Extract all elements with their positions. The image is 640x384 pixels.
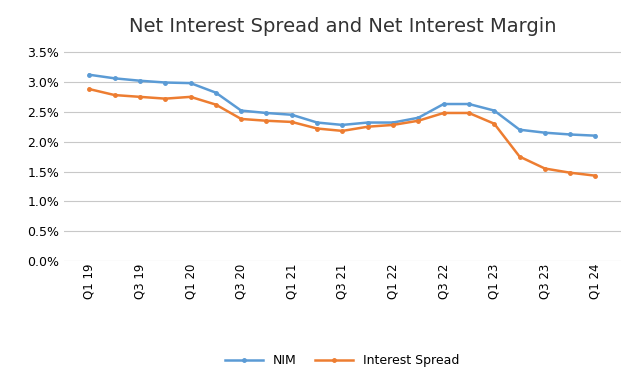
NIM xyxy=(364,120,372,125)
Interest Spread xyxy=(111,93,118,98)
Interest Spread xyxy=(566,170,574,175)
NIM xyxy=(541,131,548,135)
Interest Spread xyxy=(237,117,245,121)
NIM xyxy=(262,111,270,115)
NIM xyxy=(161,80,169,85)
Interest Spread xyxy=(187,94,195,99)
NIM xyxy=(591,133,599,138)
Interest Spread xyxy=(86,87,93,91)
NIM xyxy=(288,113,296,117)
Line: Interest Spread: Interest Spread xyxy=(88,87,597,177)
NIM xyxy=(465,102,473,106)
NIM xyxy=(440,102,447,106)
Interest Spread xyxy=(516,154,524,159)
NIM xyxy=(490,108,498,113)
Interest Spread xyxy=(415,118,422,123)
NIM xyxy=(212,90,220,95)
Interest Spread xyxy=(465,111,473,115)
Line: NIM: NIM xyxy=(88,73,597,137)
Interest Spread xyxy=(339,129,346,133)
Interest Spread xyxy=(490,121,498,126)
NIM xyxy=(566,132,574,137)
NIM xyxy=(415,116,422,120)
Interest Spread xyxy=(313,126,321,131)
Interest Spread xyxy=(288,120,296,124)
Interest Spread xyxy=(440,111,447,115)
Legend: NIM, Interest Spread: NIM, Interest Spread xyxy=(220,349,465,372)
NIM xyxy=(187,81,195,85)
NIM xyxy=(313,120,321,125)
NIM xyxy=(389,120,397,125)
Title: Net Interest Spread and Net Interest Margin: Net Interest Spread and Net Interest Mar… xyxy=(129,17,556,36)
Interest Spread xyxy=(389,122,397,127)
Interest Spread xyxy=(541,166,548,171)
Interest Spread xyxy=(161,96,169,101)
NIM xyxy=(86,73,93,77)
Interest Spread xyxy=(136,94,144,99)
Interest Spread xyxy=(212,102,220,107)
Interest Spread xyxy=(364,124,372,129)
NIM xyxy=(237,108,245,113)
Interest Spread xyxy=(591,174,599,178)
NIM xyxy=(136,78,144,83)
NIM xyxy=(339,122,346,127)
NIM xyxy=(516,127,524,132)
NIM xyxy=(111,76,118,81)
Interest Spread xyxy=(262,118,270,123)
